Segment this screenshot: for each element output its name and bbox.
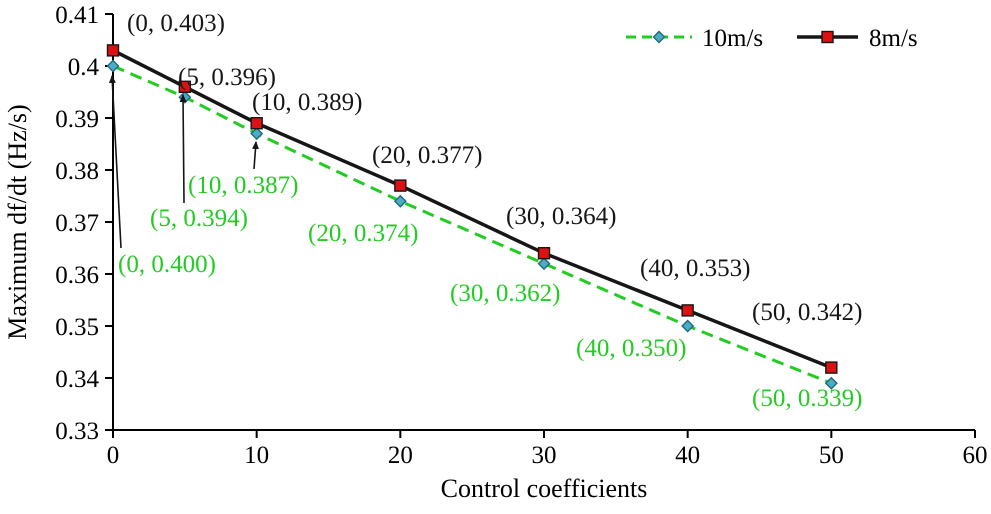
y-tick-label: 0.34	[55, 366, 99, 393]
point-label: (40, 0.350)	[576, 335, 686, 362]
annotation-arrow	[251, 141, 259, 170]
point-label: (5, 0.394)	[150, 205, 248, 232]
point-label: (50, 0.339)	[752, 385, 862, 412]
marker-square	[178, 80, 192, 94]
chart-layer: 0.41 0.4 0.39 0.38 0.37 0.36 0.35 0.34 0.33 0 10 20…	[55, 2, 987, 469]
y-tick-label: 0.38	[55, 158, 99, 185]
marker-square	[537, 246, 551, 260]
legend-item-10m-s: 10m/s	[626, 25, 763, 52]
point-label: (20, 0.377)	[372, 142, 482, 169]
point-label: (40, 0.353)	[640, 255, 750, 282]
marker-diamond	[824, 376, 838, 390]
marker-diamond	[681, 319, 695, 333]
marker-diamond	[178, 90, 192, 104]
marker-square	[106, 44, 120, 57]
x-tick-label: 50	[819, 442, 844, 469]
marker-square	[825, 361, 838, 374]
y-tick-label: 0.37	[55, 210, 99, 237]
legend-label: 8m/s	[869, 25, 918, 52]
marker-square	[250, 116, 263, 130]
y-tick-label: 0.39	[55, 106, 99, 133]
marker-diamond	[250, 127, 264, 141]
y-tick-label: 0.41	[55, 2, 99, 29]
annotation-arrow	[108, 75, 122, 249]
x-tick-label: 20	[388, 442, 413, 469]
legend-item-8m-s: 8m/s	[797, 25, 918, 52]
y-tick-label: 0.33	[55, 418, 99, 445]
x-tick-label: 0	[107, 442, 120, 469]
point-label: (50, 0.342)	[752, 299, 862, 326]
x-tick-label: 10	[244, 442, 269, 469]
marker-diamond	[537, 257, 551, 271]
x-tick-label: 40	[675, 442, 700, 469]
x-tick-label: 30	[532, 442, 557, 469]
point-label: (10, 0.389)	[252, 89, 362, 116]
y-tick-label: 0.4	[68, 54, 100, 81]
point-label: (5, 0.396)	[178, 64, 276, 91]
y-axis-title: Maximum df/dt (Hz/s)	[3, 104, 32, 339]
point-label: (20, 0.374)	[308, 220, 418, 247]
marker-diamond	[393, 194, 407, 208]
y-tick-label: 0.36	[55, 262, 99, 289]
marker-diamond	[652, 30, 666, 44]
point-label: (30, 0.364)	[506, 203, 616, 230]
legend-label: 10m/s	[702, 25, 763, 52]
annotation-arrow	[179, 94, 187, 204]
marker-square	[394, 179, 407, 192]
y-tick-label: 0.35	[55, 314, 99, 341]
point-label: (0, 0.400)	[118, 251, 216, 278]
point-label: (30, 0.362)	[450, 280, 560, 307]
marker-square	[681, 304, 694, 317]
point-label: (0, 0.403)	[127, 10, 225, 37]
marker-square	[821, 30, 834, 44]
x-axis-title: Control coefficients	[441, 474, 648, 503]
marker-diamond	[106, 59, 120, 73]
x-tick-label: 60	[963, 442, 988, 469]
point-label: (10, 0.387)	[188, 172, 298, 199]
